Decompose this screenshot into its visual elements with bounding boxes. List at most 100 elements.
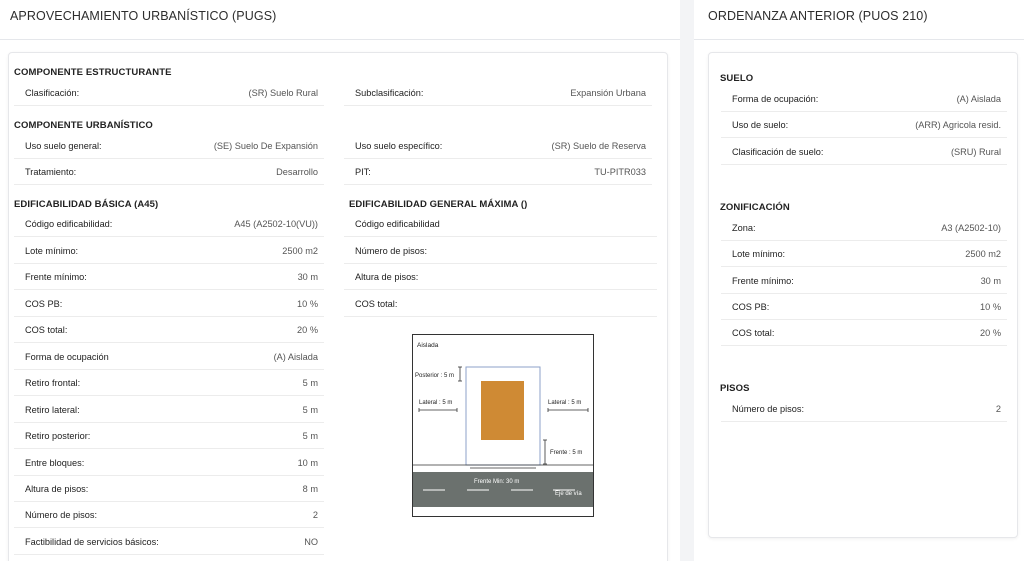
section-zonificacion-title: ZONIFICACIÓN	[720, 202, 790, 213]
row-retiro-lateral: Retiro lateral: 5 m	[14, 397, 324, 423]
row-cos-pb: COS PB: 10 %	[14, 291, 324, 317]
row-label: Altura de pisos:	[355, 272, 419, 282]
puos-panel-title: ORDENANZA ANTERIOR (PUOS 210)	[694, 0, 1024, 40]
pugs-panel-title: APROVECHAMIENTO URBANÍSTICO (PUGS)	[0, 0, 680, 40]
row-label: Número de pisos:	[25, 510, 98, 520]
row-value: (SE) Suelo De Expansión	[213, 141, 318, 151]
row-forma-ocupacion: Forma de ocupación (A) Aislada	[14, 344, 324, 370]
row-label: Entre bloques:	[25, 458, 85, 468]
row-subclasificacion: Subclasificación: Expansión Urbana	[344, 80, 652, 106]
section-suelo-title: SUELO	[720, 73, 754, 84]
lateral-right-label: Lateral : 5 m	[548, 400, 581, 406]
row-altura-pisos: Altura de pisos: 8 m	[14, 476, 324, 502]
row-retiro-frontal: Retiro frontal: 5 m	[14, 370, 324, 396]
row-cos-total: COS total: 20 %	[14, 317, 324, 343]
row-value: 30 m	[297, 272, 318, 282]
row-tratamiento: Tratamiento: Desarrollo	[14, 159, 324, 185]
row-value: A45 (A2502-10(VU))	[234, 219, 318, 229]
row-label: Forma de ocupación:	[732, 94, 819, 104]
row-max-cos-total: COS total:	[344, 291, 657, 317]
diagram-title: Aislada	[417, 342, 439, 349]
row-value: (A) Aislada	[273, 352, 318, 362]
section-maxima-title: EDIFICABILIDAD GENERAL MÁXIMA ()	[349, 199, 528, 210]
row-label: Forma de ocupación	[25, 352, 109, 362]
row-label: Uso suelo específico:	[355, 141, 443, 151]
row-clasificacion: Clasificación: (SR) Suelo Rural	[14, 80, 324, 106]
row-label: Zona:	[732, 223, 756, 233]
row-label: Código edificabilidad:	[25, 219, 113, 229]
row-label: Uso suelo general:	[25, 141, 102, 151]
row-max-altura-pisos: Altura de pisos:	[344, 264, 657, 290]
lateral-left-label: Lateral : 5 m	[419, 400, 452, 406]
row-label: COS total:	[25, 325, 68, 335]
row-entre-bloques: Entre bloques: 10 m	[14, 450, 324, 476]
frente-min-label: Frente Min: 30 m	[474, 479, 519, 485]
row-value: 2500 m2	[965, 249, 1001, 259]
row-value: A3 (A2502-10)	[941, 223, 1001, 233]
row-clasificacion-suelo: Clasificación de suelo: (SRU) Rural	[721, 139, 1007, 165]
row-value: (SRU) Rural	[950, 147, 1001, 157]
row-zona: Zona: A3 (A2502-10)	[721, 215, 1007, 241]
row-value: 5 m	[302, 378, 318, 388]
row-value: 2500 m2	[282, 246, 318, 256]
row-label: Retiro frontal:	[25, 378, 81, 388]
row-value: TU-PITR033	[594, 167, 646, 177]
row-cos-pb: COS PB: 10 %	[721, 294, 1007, 320]
section-estructurante-title: COMPONENTE ESTRUCTURANTE	[14, 67, 172, 78]
row-value: 5 m	[302, 405, 318, 415]
row-value: 8 m	[302, 484, 318, 494]
row-label: Frente mínimo:	[25, 272, 87, 282]
puos-panel: ORDENANZA ANTERIOR (PUOS 210) SUELO Form…	[694, 0, 1024, 561]
building-footprint	[481, 381, 524, 440]
row-value: (SR) Suelo de Reserva	[551, 141, 646, 151]
row-lote-minimo: Lote mínimo: 2500 m2	[721, 241, 1007, 267]
row-value: 5 m	[302, 431, 318, 441]
row-value: 10 %	[980, 302, 1001, 312]
frente-label: Frente : 5 m	[550, 450, 582, 456]
row-max-codigo: Código edificabilidad	[344, 211, 657, 237]
row-value: 20 %	[297, 325, 318, 335]
section-pisos-title: PISOS	[720, 383, 750, 394]
row-value: Desarrollo	[276, 167, 318, 177]
row-forma-ocupacion: Forma de ocupación: (A) Aislada	[721, 86, 1007, 112]
row-retiro-posterior: Retiro posterior: 5 m	[14, 423, 324, 449]
row-value: (SR) Suelo Rural	[248, 88, 318, 98]
row-label: Factibilidad de servicios básicos:	[25, 537, 159, 547]
row-value: 10 m	[297, 458, 318, 468]
row-max-numero-pisos: Número de pisos:	[344, 238, 657, 264]
row-value: 20 %	[980, 328, 1001, 338]
row-uso-suelo: Uso de suelo: (ARR) Agricola resid.	[721, 112, 1007, 138]
row-frente-minimo: Frente mínimo: 30 m	[14, 264, 324, 290]
row-value: Expansión Urbana	[570, 88, 646, 98]
row-label: Lote mínimo:	[25, 246, 79, 256]
row-lote-minimo: Lote mínimo: 2500 m2	[14, 238, 324, 264]
row-uso-suelo-general: Uso suelo general: (SE) Suelo De Expansi…	[14, 133, 324, 159]
section-urbanistico-title: COMPONENTE URBANÍSTICO	[14, 120, 153, 131]
row-label: Número de pisos:	[732, 404, 805, 414]
row-label: COS total:	[355, 299, 398, 309]
row-label: Retiro lateral:	[25, 405, 80, 415]
row-label: PIT:	[355, 167, 371, 177]
section-basica-title: EDIFICABILIDAD BÁSICA (A45)	[14, 199, 159, 210]
row-value: (ARR) Agricola resid.	[915, 120, 1001, 130]
pugs-card: COMPONENTE ESTRUCTURANTE Clasificación: …	[8, 52, 668, 561]
row-label: COS PB:	[25, 299, 63, 309]
row-value: 2	[312, 510, 318, 520]
puos-card: SUELO Forma de ocupación: (A) Aislada Us…	[708, 52, 1018, 538]
row-label: Retiro posterior:	[25, 431, 91, 441]
row-label: Clasificación de suelo:	[732, 147, 824, 157]
row-label: COS PB:	[732, 302, 770, 312]
row-label: Subclasificación:	[355, 88, 424, 98]
posterior-label: Posterior : 5 m	[415, 373, 454, 379]
row-value: NO	[304, 537, 318, 547]
row-label: Frente mínimo:	[732, 276, 794, 286]
setback-diagram: Aislada Posterior : 5 m Lateral : 5 m La…	[412, 334, 595, 523]
row-frente-minimo: Frente mínimo: 30 m	[721, 268, 1007, 294]
row-numero-pisos: Número de pisos: 2	[721, 396, 1007, 422]
row-numero-pisos: Número de pisos: 2	[14, 502, 324, 528]
row-label: Clasificación:	[25, 88, 80, 98]
eje-via-label: Eje de vía	[555, 491, 582, 497]
pugs-panel: APROVECHAMIENTO URBANÍSTICO (PUGS) COMPO…	[0, 0, 680, 561]
row-uso-suelo-especifico: Uso suelo específico: (SR) Suelo de Rese…	[344, 133, 652, 159]
row-pit: PIT: TU-PITR033	[344, 159, 652, 185]
